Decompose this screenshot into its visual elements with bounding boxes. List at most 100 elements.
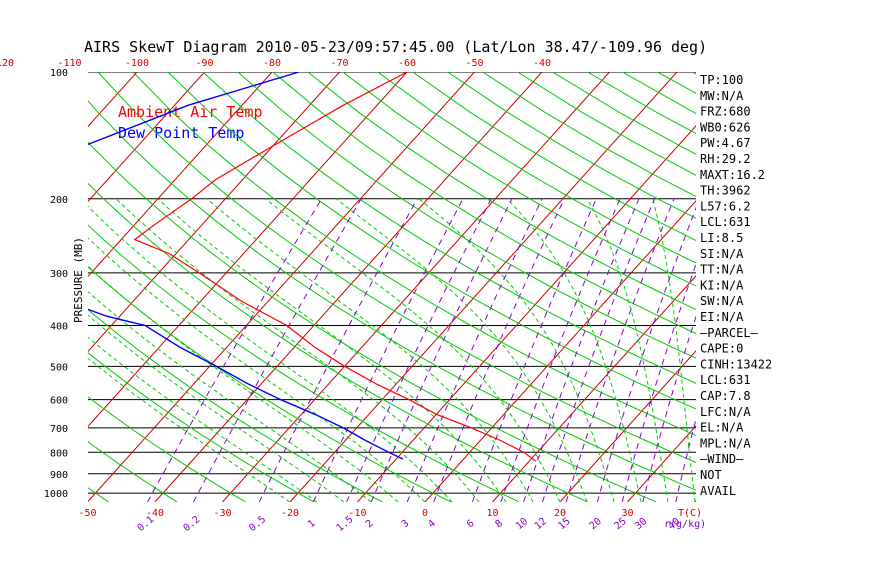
stability-index-label: LCL:631 <box>700 373 751 387</box>
dry-adiabat-line <box>238 72 870 502</box>
mixing-ratio-tick-label: 12 <box>533 516 549 532</box>
isotherm-line <box>0 72 69 502</box>
top-temperature-tick-label: -110 <box>57 58 81 69</box>
top-temperature-tick-label: -120 <box>0 58 14 69</box>
mixing-ratio-tick-label: 6 <box>465 518 477 530</box>
stability-index-label: SI:N/A <box>700 247 744 261</box>
stability-index-label: EL:N/A <box>700 421 744 435</box>
stability-index-label: RH:29.2 <box>700 152 751 166</box>
bottom-temperature-tick-label: 0 <box>422 508 428 519</box>
dry-adiabat-line <box>343 72 870 502</box>
pressure-tick-label: 600 <box>50 396 68 407</box>
isotherm-line <box>492 72 870 502</box>
moist-adiabat-line <box>266 199 560 502</box>
stability-index-label: LCL:631 <box>700 215 751 229</box>
dry-adiabat-line <box>0 72 40 502</box>
stability-indices: TP:100MW:N/AFRZ:680WB0:626PW:4.67RH:29.2… <box>700 73 772 498</box>
mixing-ratio-tick-label: 3 <box>400 518 412 530</box>
stability-index-label: EI:N/A <box>700 310 744 324</box>
mixing-ratio-tick-label: 8 <box>493 518 505 530</box>
stability-index-label: —PARCEL— <box>700 326 759 340</box>
dry-adiabat-line <box>0 72 588 502</box>
dry-adiabat-line <box>413 72 870 502</box>
stability-index-label: L57:6.2 <box>700 199 751 213</box>
mixing-ratio-tick-label: 0.5 <box>247 514 268 534</box>
mixing-ratio-tick-label: 30 <box>633 516 649 532</box>
stability-index-label: CINH:13422 <box>700 357 772 371</box>
dry-adiabat-line <box>168 72 870 502</box>
dry-adiabat-line <box>762 72 870 502</box>
dry-adiabat-line <box>203 72 870 502</box>
stability-index-label: TT:N/A <box>700 263 744 277</box>
stability-index-label: CAP:7.8 <box>700 389 751 403</box>
stability-index-label: MAXT:16.2 <box>700 168 765 182</box>
dry-adiabat-line <box>448 72 870 502</box>
dry-adiabat-line <box>0 72 109 502</box>
bottom-temperature-tick-label: 10 <box>486 508 498 519</box>
y-axis-label: PRESSURE (MB) <box>72 237 85 323</box>
stability-index-label: MPL:N/A <box>700 436 751 450</box>
moist-adiabat-line <box>507 199 641 502</box>
moist-adiabat-line <box>116 199 479 502</box>
stability-index-label: CAPE:0 <box>700 342 743 356</box>
top-temperature-tick-label: -50 <box>465 58 483 69</box>
mixing-ratio-tick-label: 2 <box>364 518 376 530</box>
isotherm-line <box>0 72 137 502</box>
isotherm-line <box>0 72 2 502</box>
pressure-tick-label: 100 <box>50 68 68 79</box>
mixing-ratio-tick-label: 20 <box>588 516 604 532</box>
bottom-temperature-tick-label: 30 <box>621 508 633 519</box>
mixing-ratio-line <box>148 199 322 502</box>
stability-index-label: PW:4.67 <box>700 136 751 150</box>
pressure-tick-label: 800 <box>50 448 68 459</box>
mixing-ratio-line <box>501 199 620 502</box>
mixing-ratio-tick-label: 1 <box>306 518 318 530</box>
top-temperature-tick-label: -80 <box>263 58 281 69</box>
moist-adiabat-line <box>0 199 317 502</box>
pressure-tick-label: 900 <box>50 470 68 481</box>
bottom-temperature-tick-label: -50 <box>78 508 96 519</box>
isotherm-line <box>762 72 870 502</box>
pressure-tick-label: 200 <box>50 195 68 206</box>
mixing-ratio-line <box>543 199 655 502</box>
moist-adiabat-line <box>587 199 668 502</box>
mixing-ratio-line <box>434 199 565 502</box>
dry-adiabat-line <box>832 72 870 502</box>
pressure-tick-label: 300 <box>50 269 68 280</box>
legend-ambient-air-temp: Ambient Air Temp <box>118 103 263 121</box>
chart-title: AIRS SkewT Diagram 2010-05-23/09:57:45.0… <box>84 38 707 56</box>
dry-adiabat-line <box>797 72 870 502</box>
isotherm-line <box>830 72 870 502</box>
mixing-ratio-tick-label: 10 <box>514 516 530 532</box>
top-temperature-tick-label: -70 <box>330 58 348 69</box>
pressure-tick-label: 1000 <box>44 489 68 500</box>
stability-index-label: LFC:N/A <box>700 405 751 419</box>
dry-adiabat-line <box>273 72 870 502</box>
stability-index-label: NOT <box>700 468 722 482</box>
dry-adiabat-line <box>518 72 870 502</box>
top-temperature-tick-label: -60 <box>398 58 416 69</box>
top-temperature-tick-label: -100 <box>125 58 149 69</box>
dry-adiabat-line <box>657 72 870 502</box>
pressure-tick-label: 400 <box>50 322 68 333</box>
moist-adiabat-line <box>207 199 533 502</box>
bottom-temperature-tick-label: -20 <box>281 508 299 519</box>
mixing-ratio-line <box>524 199 639 502</box>
stability-index-label: MW:N/A <box>700 89 744 103</box>
stability-index-label: KI:N/A <box>700 278 744 292</box>
pressure-tick-label: 700 <box>50 424 68 435</box>
stability-index-label: WB0:626 <box>700 120 751 134</box>
mixing-ratio-tick-label: 0.2 <box>181 514 202 534</box>
top-temperature-tick-label: -40 <box>533 58 551 69</box>
dry-adiabat-line <box>483 72 870 502</box>
mixing-ratio-tick-label: 4 <box>426 518 438 530</box>
stability-index-label: TH:3962 <box>700 184 751 198</box>
stability-index-label: —WIND— <box>700 452 744 466</box>
pressure-tick-label: 500 <box>50 362 68 373</box>
top-temperature-tick-label: -90 <box>195 58 213 69</box>
x-unit-label: T(C) <box>678 508 702 519</box>
axis-labels: 1002003004005006007008009001000-120-110-… <box>0 58 682 534</box>
stability-index-label: TP:100 <box>700 73 743 87</box>
mixing-ratio-line <box>347 199 492 502</box>
